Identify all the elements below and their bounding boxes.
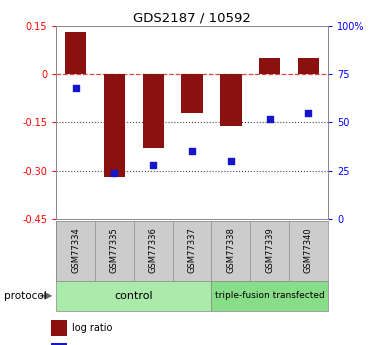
Text: GSM77335: GSM77335	[110, 227, 119, 273]
Bar	[211, 281, 328, 310]
Bar	[220, 74, 241, 126]
Text: GSM77340: GSM77340	[304, 227, 313, 273]
Point	[305, 110, 312, 116]
Bar	[143, 74, 164, 148]
Text: GSM77339: GSM77339	[265, 227, 274, 273]
Point	[73, 85, 79, 90]
Bar	[182, 74, 203, 113]
Point	[111, 170, 118, 176]
Bar	[104, 74, 125, 177]
Bar	[51, 343, 67, 345]
Bar	[56, 281, 211, 310]
Bar	[298, 58, 319, 74]
Text: GSM77338: GSM77338	[226, 227, 236, 273]
Bar	[51, 320, 67, 336]
Text: triple-fusion transfected: triple-fusion transfected	[215, 291, 324, 300]
Text: protocol: protocol	[4, 291, 47, 301]
Text: GSM77336: GSM77336	[149, 227, 158, 273]
Text: log ratio: log ratio	[72, 323, 113, 333]
Point	[267, 116, 273, 121]
Text: GSM77334: GSM77334	[71, 227, 80, 273]
Point	[150, 162, 156, 168]
Text: control: control	[114, 291, 153, 301]
Text: GSM77337: GSM77337	[187, 227, 197, 273]
Bar	[259, 58, 280, 74]
Bar	[65, 32, 86, 74]
Point	[189, 149, 195, 154]
Title: GDS2187 / 10592: GDS2187 / 10592	[133, 12, 251, 25]
Point	[228, 158, 234, 164]
